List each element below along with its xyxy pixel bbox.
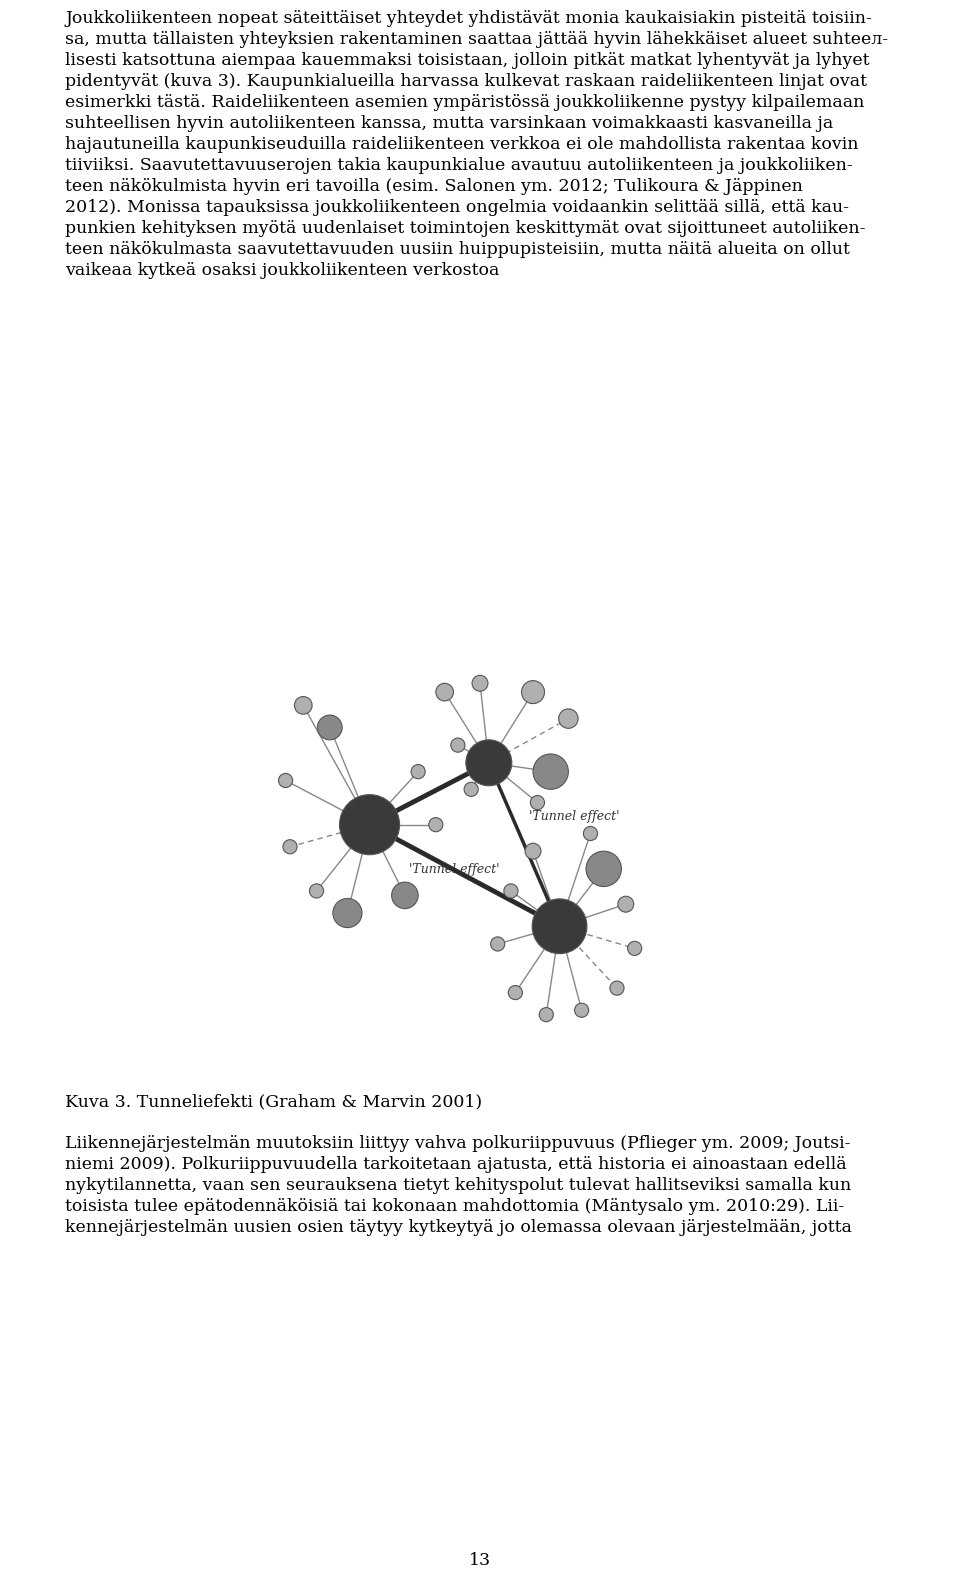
Circle shape	[318, 715, 342, 740]
Circle shape	[559, 709, 578, 729]
Text: teen näkökulmista hyvin eri tavoilla (esim. Salonen ym. 2012; Tulikoura & Jäppin: teen näkökulmista hyvin eri tavoilla (es…	[65, 178, 804, 194]
Text: suhteellisen hyvin autoliikenteen kanssa, mutta varsinkaan voimakkaasti kasvanei: suhteellisen hyvin autoliikenteen kanssa…	[65, 115, 833, 131]
Circle shape	[586, 851, 621, 887]
Circle shape	[466, 740, 512, 786]
Circle shape	[278, 773, 293, 787]
Text: 2012). Monissa tapauksissa joukkoliikenteen ongelmia voidaankin selittää sillä, : 2012). Monissa tapauksissa joukkoliikent…	[65, 199, 850, 216]
Circle shape	[392, 882, 419, 909]
Circle shape	[451, 739, 465, 753]
Circle shape	[584, 827, 597, 841]
Text: punkien kehityksen myötä uudenlaiset toimintojen keskittymät ovat sijoittuneet a: punkien kehityksen myötä uudenlaiset toi…	[65, 219, 866, 237]
Text: sa, mutta tällaisten yhteyksien rakentaminen saattaa jättää hyvin lähekkäiset al: sa, mutta tällaisten yhteyksien rakentam…	[65, 30, 888, 47]
Text: Joukkoliikenteen nopeat säteittäiset yhteydet yhdistävät monia kaukaisiakin pist: Joukkoliikenteen nopeat säteittäiset yht…	[65, 9, 872, 27]
Text: vaikeaa kytkeä osaksi joukkoliikenteen verkostoa: vaikeaa kytkeä osaksi joukkoliikenteen v…	[65, 262, 499, 279]
Text: nykytilannetta, vaan sen seurauksena tietyt kehityspolut tulevat hallitseviksi s: nykytilannetta, vaan sen seurauksena tie…	[65, 1177, 852, 1193]
Circle shape	[628, 942, 641, 955]
Circle shape	[309, 884, 324, 898]
Circle shape	[504, 884, 518, 898]
Text: kennejärjestelmän uusien osien täytyy kytkeytyä jo olemassa olevaan järjestelmää: kennejärjestelmän uusien osien täytyy ky…	[65, 1218, 852, 1236]
Text: tiiviiksi. Saavutettavuuserojen takia kaupunkialue avautuu autoliikenteen ja jou: tiiviiksi. Saavutettavuuserojen takia ka…	[65, 156, 853, 174]
Circle shape	[283, 839, 297, 854]
Circle shape	[532, 899, 587, 953]
Circle shape	[464, 783, 478, 797]
Circle shape	[574, 1004, 588, 1018]
Circle shape	[472, 675, 488, 691]
Text: toisista tulee epätodennäköisiä tai kokonaan mahdottomia (Mäntysalo ym. 2010:29): toisista tulee epätodennäköisiä tai koko…	[65, 1198, 845, 1215]
Circle shape	[530, 795, 544, 810]
Circle shape	[340, 795, 399, 855]
Text: teen näkökulmasta saavutettavuuden uusiin huippupisteisiin, mutta näitä alueita : teen näkökulmasta saavutettavuuden uusii…	[65, 240, 851, 257]
Text: Kuva 3. Tunneliefekti (Graham & Marvin 2001): Kuva 3. Tunneliefekti (Graham & Marvin 2…	[65, 1094, 483, 1109]
Circle shape	[525, 843, 541, 858]
Circle shape	[429, 817, 443, 832]
Text: esimerkki tästä. Raideliikenteen asemien ympäristössä joukkoliikenne pystyy kilp: esimerkki tästä. Raideliikenteen asemien…	[65, 93, 865, 110]
Circle shape	[540, 1008, 553, 1021]
Circle shape	[295, 696, 312, 715]
Text: hajautuneilla kaupunkiseuduilla raideliikenteen verkkoa ei ole mahdollista raken: hajautuneilla kaupunkiseuduilla raidelii…	[65, 136, 859, 153]
Text: 13: 13	[468, 1553, 492, 1569]
Circle shape	[533, 754, 568, 789]
Circle shape	[521, 680, 544, 704]
Circle shape	[508, 986, 522, 999]
Circle shape	[411, 765, 425, 778]
Circle shape	[491, 937, 505, 952]
Text: lisesti katsottuna aiempaa kauemmaksi toisistaan, jolloin pitkät matkat lyhentyv: lisesti katsottuna aiempaa kauemmaksi to…	[65, 52, 870, 68]
Circle shape	[436, 683, 453, 701]
Text: niemi 2009). Polkuriippuvuudella tarkoitetaan ajatusta, että historia ei ainoast: niemi 2009). Polkuriippuvuudella tarkoit…	[65, 1155, 847, 1172]
Text: 'Tunnel effect': 'Tunnel effect'	[409, 863, 500, 876]
Text: 'Tunnel effect': 'Tunnel effect'	[529, 810, 619, 824]
Text: Liikennejärjestelmän muutoksiin liittyy vahva polkuriippuvuus (Pflieger ym. 2009: Liikennejärjestelmän muutoksiin liittyy …	[65, 1135, 851, 1152]
Circle shape	[333, 898, 362, 928]
Circle shape	[618, 896, 634, 912]
Text: pidentyvät (kuva 3). Kaupunkialueilla harvassa kulkevat raskaan raideliikenteen : pidentyvät (kuva 3). Kaupunkialueilla ha…	[65, 73, 867, 90]
Circle shape	[610, 982, 624, 996]
